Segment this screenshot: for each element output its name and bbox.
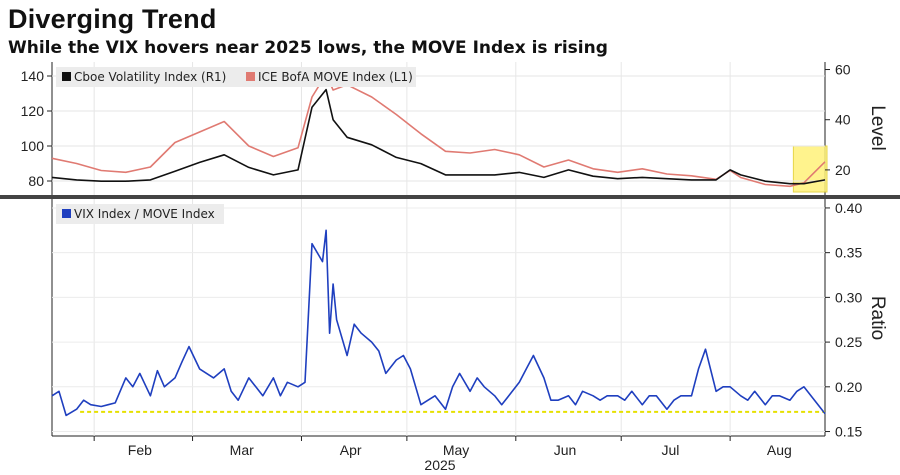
- ratio-axis-tick-label: 0.20: [835, 379, 862, 395]
- upper-legend-bg: [56, 67, 416, 87]
- chart-subtitle: While the VIX hovers near 2025 lows, the…: [8, 38, 608, 58]
- ratio-legend-label: VIX Index / MOVE Index: [74, 207, 215, 221]
- axis-labels-group: Feb Mar Apr May Jun Jul Aug 80 100 120 140 20 40 60 0.…: [21, 62, 863, 458]
- highlight-box: [792, 145, 828, 193]
- lower-gridlines: [52, 199, 825, 436]
- x-axis-tick-label: Jul: [661, 442, 679, 458]
- x-axis-year-label: 2025: [424, 457, 455, 473]
- ratio-axis-tick-label: 0.40: [835, 200, 862, 216]
- x-axis-tick-label: Apr: [340, 442, 362, 458]
- move-index-line: [51, 73, 826, 188]
- x-axis-tick-label: Feb: [128, 442, 152, 458]
- right-axis-title-level: Level: [867, 105, 888, 150]
- vix-legend-swatch: [62, 72, 71, 81]
- left-axis-tick-label: 100: [21, 138, 45, 154]
- panel-divider: [0, 195, 900, 199]
- vix-move-ratio-line: [51, 229, 826, 417]
- right-axis-tick-label: 40: [835, 112, 851, 128]
- move-legend-swatch: [246, 72, 255, 81]
- ratio-axis-tick-label: 0.15: [835, 424, 862, 440]
- vix-legend-label: Cboe Volatility Index (R1): [74, 70, 226, 84]
- x-axis-tick-label: Aug: [767, 442, 792, 458]
- upper-series-group: [51, 73, 826, 188]
- x-axis-tick-label: Jun: [554, 442, 577, 458]
- chart-title: Diverging Trend: [8, 4, 217, 34]
- left-axis-tick-label: 140: [21, 68, 45, 84]
- lower-series-group: [51, 229, 826, 417]
- ratio-axis-tick-label: 0.35: [835, 245, 862, 261]
- ratio-axis-tick-label: 0.25: [835, 334, 862, 350]
- right-axis-tick-label: 60: [835, 62, 851, 78]
- move-legend-label: ICE BofA MOVE Index (L1): [258, 70, 413, 84]
- vix-index-line: [51, 88, 826, 185]
- ratio-legend-swatch: [62, 209, 71, 218]
- right-axis-title-ratio: Ratio: [867, 296, 888, 340]
- left-axis-tick-label: 80: [28, 173, 44, 189]
- lower-legend-bg: [56, 204, 224, 224]
- x-axis-tick-label: May: [443, 442, 469, 458]
- left-axis-tick-label: 120: [21, 103, 45, 119]
- x-axis-tick-label: Mar: [230, 442, 254, 458]
- right-axis-tick-label: 20: [835, 162, 851, 178]
- ratio-axis-tick-label: 0.30: [835, 289, 862, 305]
